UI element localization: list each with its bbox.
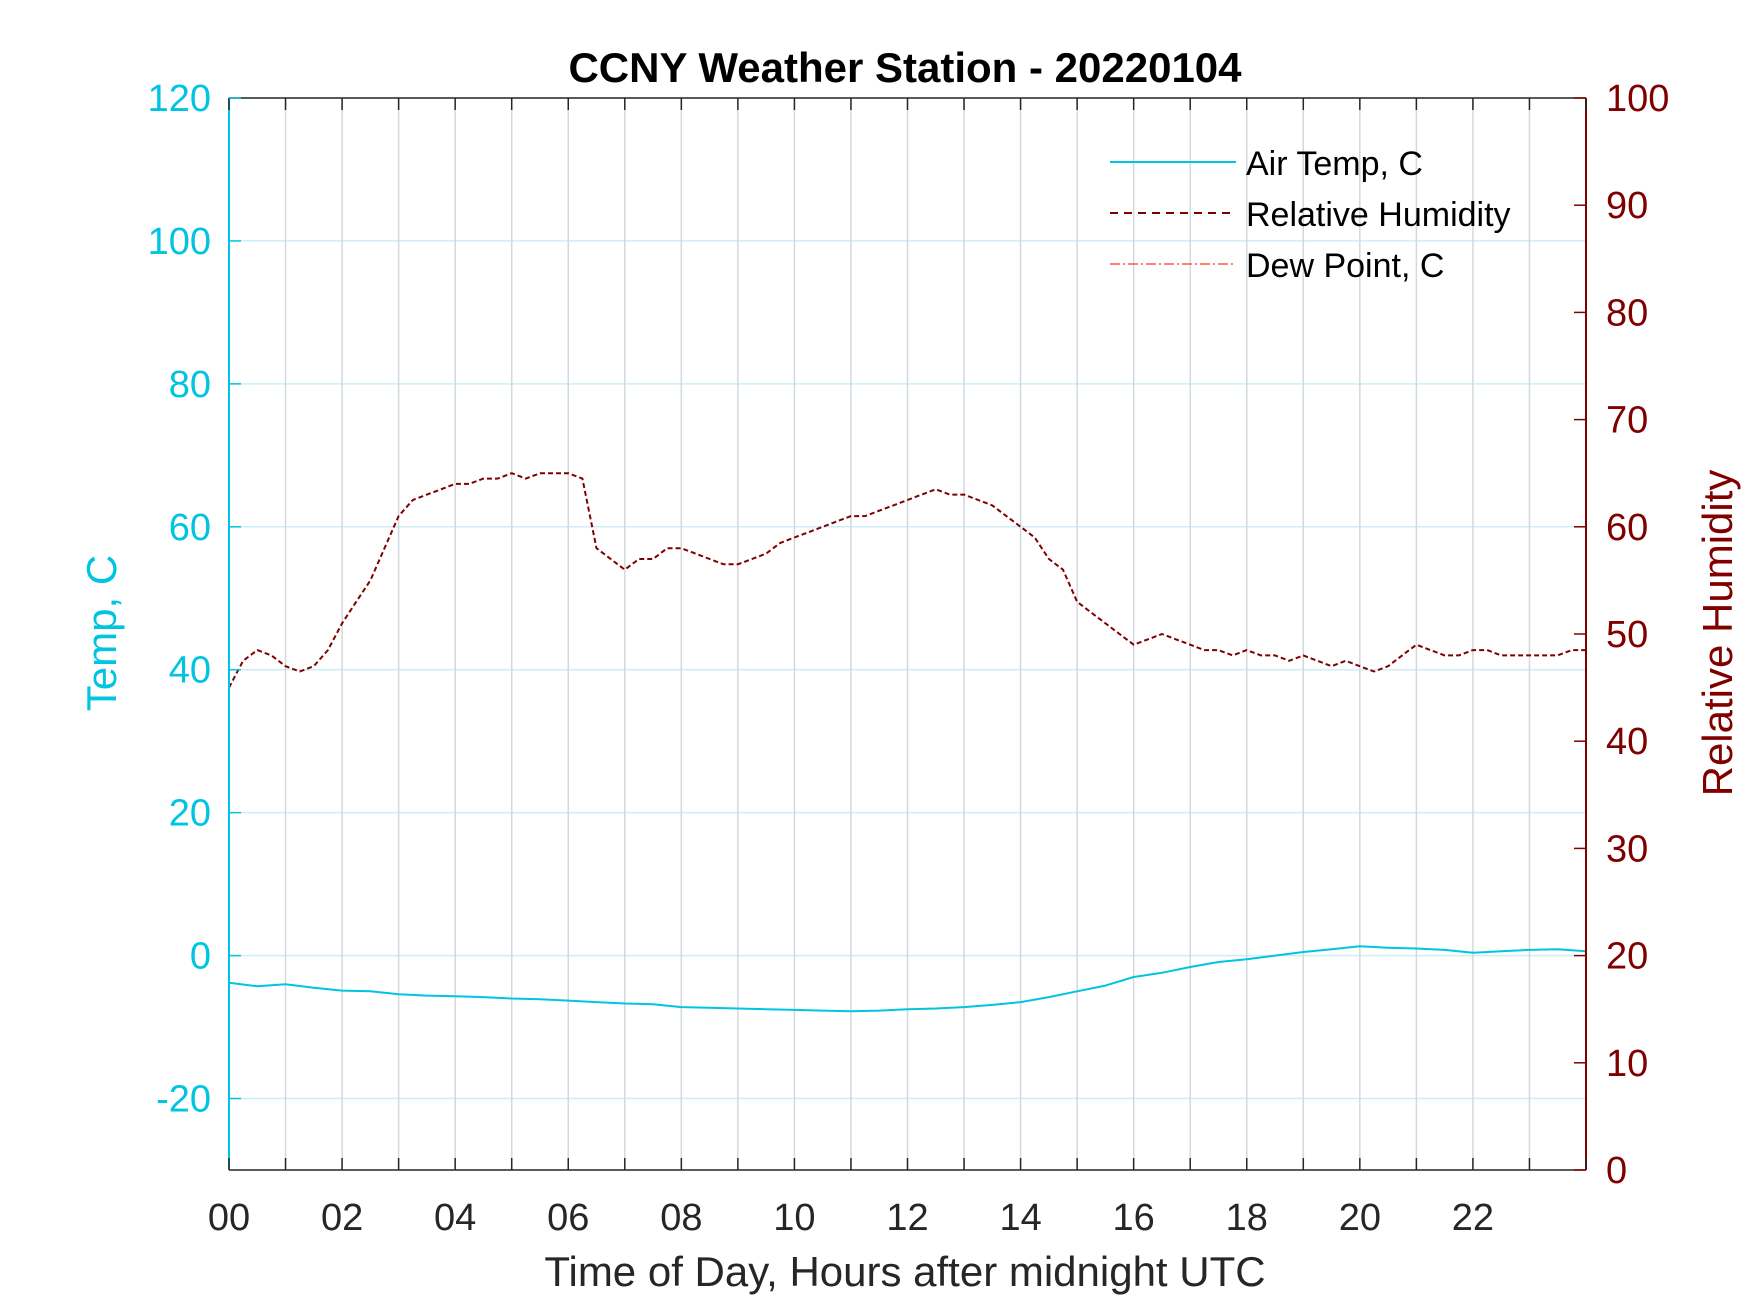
y-left-tick-label: 60 xyxy=(169,507,211,549)
x-tick-label: 02 xyxy=(321,1197,363,1239)
y-left-tick-label: 40 xyxy=(169,650,211,692)
y-right-tick-label: 70 xyxy=(1606,400,1648,442)
y-right-tick-label: 100 xyxy=(1606,78,1669,120)
legend: Air Temp, C Relative Humidity Dew Point,… xyxy=(1110,145,1511,285)
y-left-tick-label: 0 xyxy=(190,936,211,978)
y-right-tick-label: 90 xyxy=(1606,185,1648,227)
x-tick-label: 12 xyxy=(886,1197,928,1239)
y-right-tick-label: 20 xyxy=(1606,936,1648,978)
y-axis-left-label: Temp, C xyxy=(78,555,125,711)
x-tick-label: 04 xyxy=(434,1197,476,1239)
y-right-tick-label: 40 xyxy=(1606,721,1648,763)
x-tick-label: 10 xyxy=(773,1197,815,1239)
x-tick-label: 18 xyxy=(1226,1197,1268,1239)
y-axis-right-label: Relative Humidity xyxy=(1694,470,1741,797)
y-right-tick-label: 50 xyxy=(1606,614,1648,656)
y-right-tick-label: 30 xyxy=(1606,828,1648,870)
y-left-tick-label: 120 xyxy=(148,78,211,120)
y-left-tick-label: -20 xyxy=(156,1079,211,1121)
legend-label-air-temp: Air Temp, C xyxy=(1246,145,1423,183)
y-left-tick-label: 80 xyxy=(169,364,211,406)
legend-label-dew-point: Dew Point, C xyxy=(1246,247,1444,285)
y-left-tick-label: 20 xyxy=(169,793,211,835)
y-right-tick-label: 10 xyxy=(1606,1043,1648,1085)
axes: 00 02 04 06 08 10 12 14 16 18 20 22-200204060801001… xyxy=(148,78,1670,1239)
x-tick-label: 06 xyxy=(547,1197,589,1239)
series-layer xyxy=(228,472,1587,1013)
y-right-tick-label: 0 xyxy=(1606,1150,1627,1192)
grid xyxy=(229,97,1586,1170)
x-tick-label: 08 xyxy=(660,1197,702,1239)
legend-label-relative-humidity: Relative Humidity xyxy=(1246,196,1511,234)
x-tick-label: 22 xyxy=(1452,1197,1494,1239)
series-line-relative-humidity xyxy=(228,472,1586,689)
series-line-air-temp-c xyxy=(228,945,1587,1013)
y-left-tick-label: 100 xyxy=(148,221,211,263)
x-axis-label: Time of Day, Hours after midnight UTC xyxy=(544,1248,1265,1295)
y-right-tick-label: 60 xyxy=(1606,507,1648,549)
x-tick-label: 00 xyxy=(208,1197,250,1239)
y-right-tick-label: 80 xyxy=(1606,292,1648,334)
chart-title: CCNY Weather Station - 20220104 xyxy=(568,44,1242,91)
x-tick-label: 16 xyxy=(1113,1197,1155,1239)
x-tick-label: 20 xyxy=(1339,1197,1381,1239)
x-tick-label: 14 xyxy=(999,1197,1041,1239)
